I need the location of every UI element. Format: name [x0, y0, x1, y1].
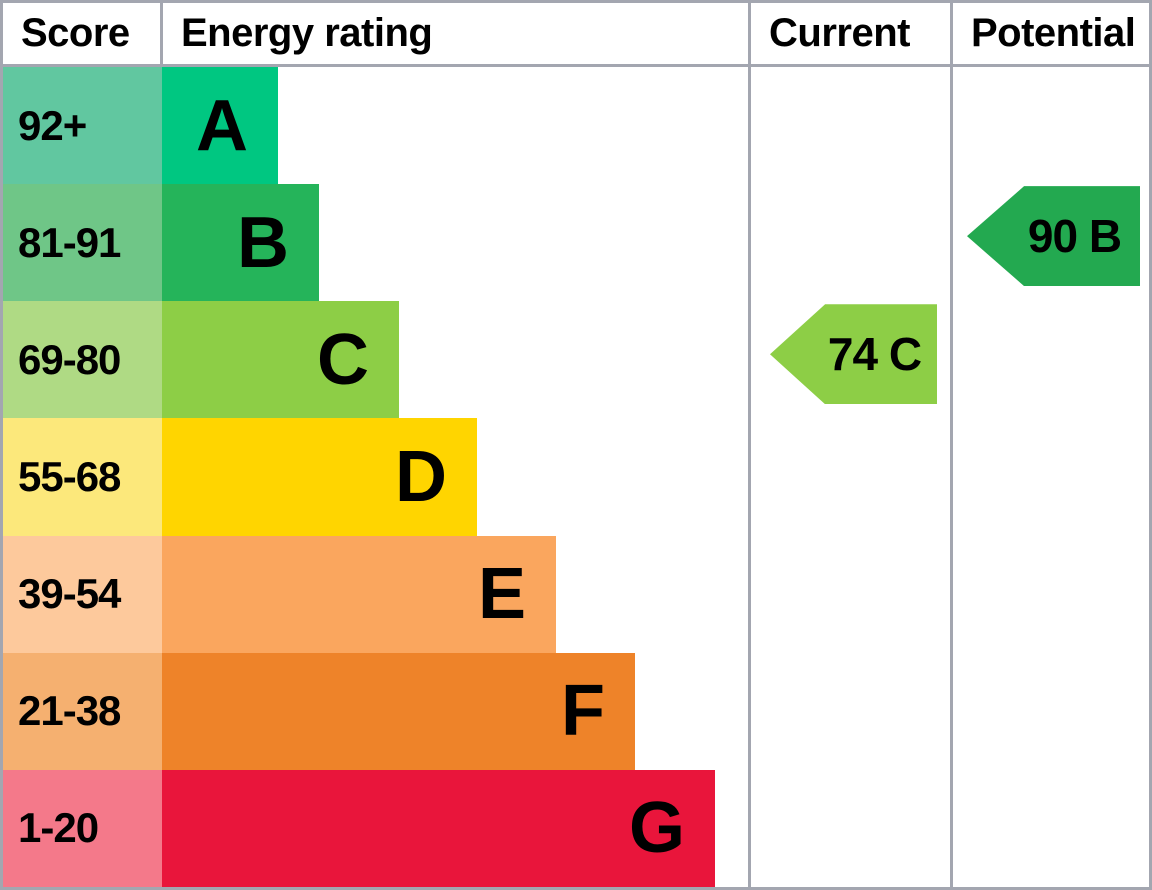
potential-rating-arrow: 90 B [967, 186, 1140, 287]
grade-letter-c: C [317, 319, 369, 400]
header-current: Current [751, 3, 953, 64]
grade-letter-g: G [628, 788, 685, 869]
current-cell-a [748, 67, 950, 185]
potential-rating-label: 90 B [1027, 210, 1122, 263]
score-range-d: 55-68 [3, 418, 162, 536]
grade-letter-d: D [395, 436, 447, 517]
bar-zone-a: A [162, 67, 748, 185]
bar-zone-f: F [162, 652, 748, 770]
score-range-e: 39-54 [3, 535, 162, 653]
bar-zone-b: B [162, 184, 748, 302]
band-bar-f: F [162, 652, 635, 770]
band-row-g: 1-20 G [3, 769, 1149, 887]
potential-cell-b: 90 B [950, 184, 1149, 302]
band-bar-g: G [162, 769, 715, 887]
band-bar-c: C [162, 301, 399, 419]
band-bar-d: D [162, 418, 477, 536]
chart-header: Score Energy rating Current Potential [3, 3, 1149, 67]
score-range-a: 92+ [3, 67, 162, 185]
bar-zone-e: E [162, 535, 748, 653]
header-potential: Potential [971, 11, 1136, 55]
bar-zone-c: C [162, 301, 748, 419]
potential-cell-c [950, 301, 1149, 419]
grade-letter-e: E [477, 554, 526, 635]
potential-cell-e [950, 535, 1149, 653]
potential-cell-d [950, 418, 1149, 536]
current-rating-arrow: 74 C [770, 304, 937, 405]
score-range-f: 21-38 [3, 652, 162, 770]
current-cell-b [748, 184, 950, 302]
band-bar-e: E [162, 535, 556, 653]
current-cell-c: 74 C [748, 301, 950, 419]
band-bar-a: A [162, 67, 278, 185]
current-rating-label: 74 C [827, 328, 922, 381]
band-rows: 92+ A 81-91 B 90 B [3, 67, 1149, 887]
bar-zone-d: D [162, 418, 748, 536]
band-bar-b: B [162, 184, 319, 302]
bar-zone-g: G [162, 769, 748, 887]
band-row-e: 39-54 E [3, 535, 1149, 653]
current-cell-g [748, 769, 950, 887]
header-score: Score [3, 3, 163, 64]
band-row-a: 92+ A [3, 67, 1149, 185]
current-cell-f [748, 652, 950, 770]
band-row-f: 21-38 F [3, 652, 1149, 770]
potential-cell-g [950, 769, 1149, 887]
band-row-c: 69-80 C 74 C [3, 301, 1149, 419]
potential-cell-f [950, 652, 1149, 770]
score-range-b: 81-91 [3, 184, 162, 302]
header-energy-rating: Energy rating [163, 3, 751, 64]
band-row-b: 81-91 B 90 B [3, 184, 1149, 302]
current-cell-d [748, 418, 950, 536]
band-row-d: 55-68 D [3, 418, 1149, 536]
score-range-c: 69-80 [3, 301, 162, 419]
score-range-g: 1-20 [3, 769, 162, 887]
potential-cell-a [950, 67, 1149, 185]
current-cell-e [748, 535, 950, 653]
grade-letter-a: A [196, 85, 248, 166]
grade-letter-f: F [561, 671, 605, 752]
grade-letter-b: B [237, 202, 289, 283]
